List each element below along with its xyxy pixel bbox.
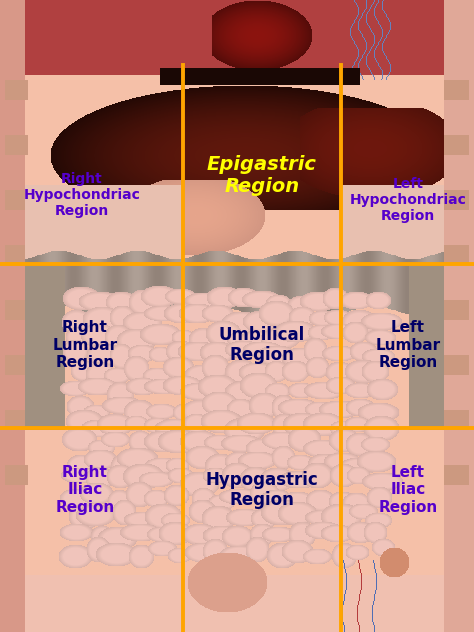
Text: Right
Lumbar
Region: Right Lumbar Region [53,320,118,370]
Text: Left
Lumbar
Region: Left Lumbar Region [375,320,440,370]
Text: Umbilical
Region: Umbilical Region [219,325,305,365]
Text: Right
Hypochondriac
Region: Right Hypochondriac Region [24,172,140,218]
Text: Epigastric
Region: Epigastric Region [207,154,317,195]
Text: Left
Iliac
Region: Left Iliac Region [378,465,438,515]
Text: Left
Hypochondriac
Region: Left Hypochondriac Region [349,177,466,223]
Text: Right
Iliac
Region: Right Iliac Region [55,465,115,515]
Text: Hypogastric
Region: Hypogastric Region [206,471,319,509]
